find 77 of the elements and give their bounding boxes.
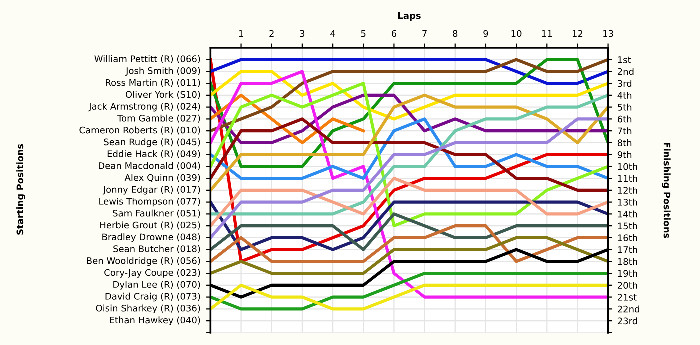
text: Eddie Hack (R) (049) [108,150,200,158]
text: Alex Quinn (039) [124,174,200,182]
y2-tick-label: 15th [618,222,638,230]
y2-tick-label: 2nd [618,68,634,76]
text: William Pettitt (R) (066) [94,55,200,64]
text: Dean Macdonald (004) [99,162,200,170]
y2-tick-label: 11th [618,175,638,182]
line-series [210,58,608,133]
line-series [210,224,608,264]
y2-tick-label: 4th [618,92,632,99]
y2-tick-label: 13th [618,198,638,206]
line-series [210,94,608,192]
text: David Craig (R) (073) [106,292,200,302]
line-series [210,272,608,311]
x-tick-label: 11 [542,30,552,38]
y2-tick-label: 10th [618,163,638,170]
text: Herbie Grout (R) (025) [100,222,200,230]
line-series [210,236,608,276]
line-series [210,118,608,240]
text: Oliver York (S10) [126,91,200,100]
x-tick-label: 13 [604,30,614,38]
y2-tick-label: 17th [618,246,638,254]
y2-tick-label: 21st [618,294,637,301]
x-tick-label: 5 [361,30,366,38]
y2-tick-label: 7th [618,128,632,134]
x-axis-title: Laps [398,12,421,21]
y2-tick-label: 23rd [618,318,638,325]
y2-axis-title: Finishing Positions [662,143,671,238]
line-series [210,200,608,252]
x-tick-label: 6 [392,30,397,38]
line-series [210,82,608,228]
y2-tick-label: 16th [618,234,638,242]
line-series [210,70,608,299]
x-tick-label: 4 [330,30,336,38]
x-tick-label: 1 [239,30,244,38]
x-tick-label: 12 [572,30,583,38]
y2-tick-label: 3rd [618,80,632,88]
x-tick-label: 2 [270,30,274,38]
y2-tick-label: 18th [618,258,638,266]
x-tick-label: 7 [422,30,427,38]
y2-tick-label: 19th [618,270,638,278]
text: Josh Smith (009) [126,67,200,76]
text: Lewis Thompson (077) [100,198,200,207]
line-series [210,212,608,252]
line-series [210,118,608,192]
text: Sean Butcher (018) [114,245,200,254]
y2-tick-label: 5th [618,104,632,111]
x-tick-label: 3 [300,30,305,38]
y2-tick-label: 9th [618,151,632,158]
y2-tick-label: 22nd [618,306,640,313]
line-series [210,118,608,180]
text: Ethan Hawkey (040) [110,316,200,326]
text: Dylan Lee (R) (070) [114,281,200,290]
text: Cameron Roberts (R) (010) [80,126,200,135]
text: Tom Gamble (027) [118,114,200,123]
line-series [210,177,608,228]
x-tick-label: 10 [512,30,522,38]
y2-tick-label: 8th [618,140,632,147]
text: Ross Martin (R) (011) [106,79,200,88]
text: Bradley Drowne (048) [102,234,200,242]
text: Jack Armstrong (R) (024) [88,102,200,112]
text: Jonny Edgar (R) (017) [102,186,200,195]
text: Oisin Sharkey (R) (036) [96,304,200,314]
x-tick-label: 8 [453,30,458,38]
y2-tick-label: 1st [618,56,632,64]
y2-tick-label: 14th [618,210,638,218]
line-series [210,70,608,121]
text: Sam Faulkner (051) [113,210,200,218]
text: Cory-Jay Coupe (023) [104,269,200,278]
x-tick-label: 9 [484,30,488,38]
text: Starting Positions [16,144,26,235]
line-series [210,94,608,216]
y2-tick-label: 12th [618,187,638,194]
y2-tick-label: 20th [618,282,638,289]
y2-tick-label: 6th [618,116,632,123]
text: Ben Wooldridge (R) (056) [87,257,200,266]
text: Sean Rudge (R) (045) [104,138,200,148]
